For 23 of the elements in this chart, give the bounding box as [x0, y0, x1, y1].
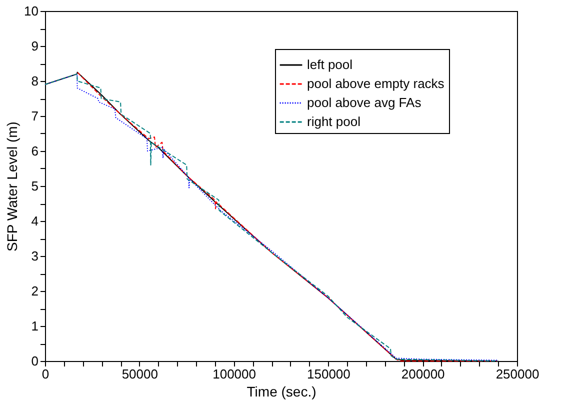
- y-tick-label: 8: [31, 74, 38, 88]
- y-tick-label: 7: [31, 108, 38, 124]
- y-tick-label: 2: [31, 284, 38, 298]
- x-tick-label: 50000: [122, 366, 158, 382]
- y-tick-label: 10: [24, 4, 38, 18]
- y-tick-label: 1: [31, 318, 38, 334]
- legend-label: pool above avg FAs: [307, 95, 422, 110]
- y-axis-title: SFP Water Level (m): [4, 122, 20, 252]
- y-tick-label: 5: [31, 178, 38, 194]
- x-tick-label: 150000: [307, 366, 350, 382]
- x-tick-label: 100000: [212, 366, 256, 382]
- legend-label: pool above empty racks: [307, 76, 445, 91]
- y-tick-label: 9: [31, 38, 38, 54]
- y-tick-label: 3: [31, 248, 38, 264]
- legend-label: left pool: [307, 57, 353, 72]
- y-tick-label: 0: [31, 354, 38, 368]
- x-tick-label: 0: [42, 366, 50, 382]
- x-axis-title: Time (sec.): [246, 384, 316, 400]
- x-tick-label: 250000: [496, 366, 540, 382]
- y-tick-label: 6: [31, 144, 38, 158]
- x-tick-label: 200000: [401, 366, 445, 382]
- y-tick-label: 4: [31, 214, 38, 228]
- legend-label: right pool: [307, 114, 361, 129]
